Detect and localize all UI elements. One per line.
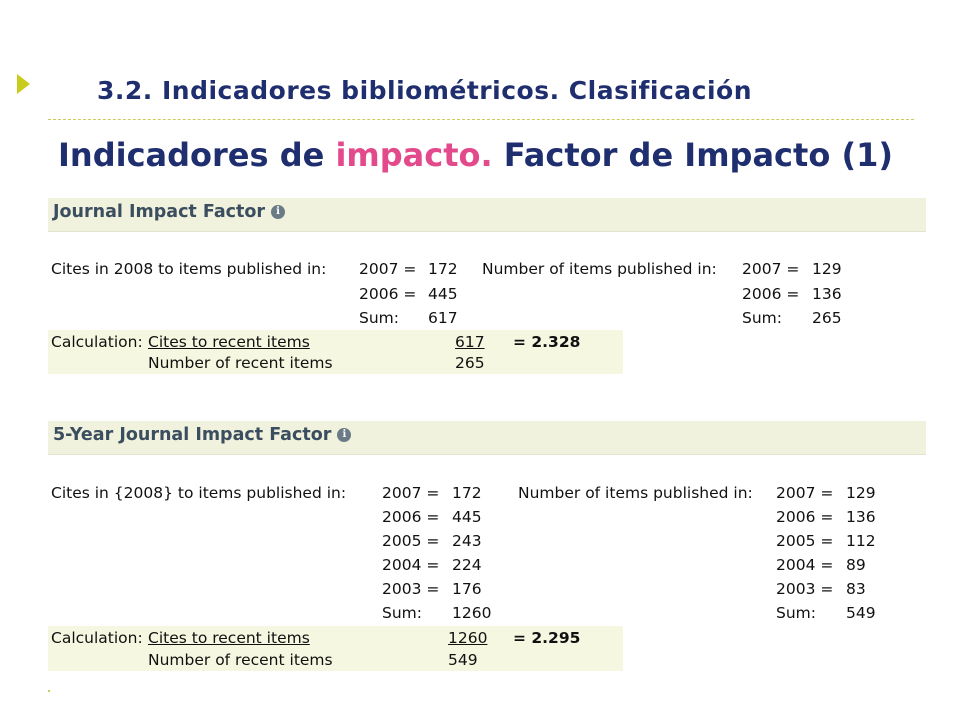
- info-icon[interactable]: i: [271, 205, 286, 219]
- jif-items-value: 129: [812, 260, 842, 278]
- jif5-numerator-label: Cites to recent items: [148, 629, 310, 647]
- jif5-items-sum-label: Sum:: [776, 604, 816, 622]
- jif5-cites-year: 2007 =: [382, 484, 440, 502]
- jif-result: = 2.328: [513, 333, 581, 351]
- jif5-items-year: 2007 =: [776, 484, 834, 502]
- jif5-items-year: 2006 =: [776, 508, 834, 526]
- jif-cites-sum: 617: [428, 309, 458, 327]
- jif-items-year: 2006 =: [742, 285, 800, 303]
- title-part2: Factor de Impacto (1): [492, 136, 893, 174]
- jif5-result: = 2.295: [513, 629, 581, 647]
- jif5-calc-label: Calculation:: [51, 629, 143, 647]
- jif5-cites-label: Cites in {2008} to items published in:: [51, 484, 347, 502]
- slide-title: Indicadores de impacto. Factor de Impact…: [58, 136, 893, 174]
- jif-calculation-box: [48, 330, 623, 374]
- jif5-cites-year: 2006 =: [382, 508, 440, 526]
- jif-numerator-link[interactable]: 617: [455, 333, 485, 351]
- jif-items-sum: 265: [812, 309, 842, 327]
- jif5-cites-sum-label: Sum:: [382, 604, 422, 622]
- jif5-panel-header: 5-Year Journal Impact Factor i: [48, 421, 926, 455]
- jif-items-year: 2007 =: [742, 260, 800, 278]
- jif-heading: Journal Impact Factor i: [53, 202, 286, 222]
- bullet-marker-icon: [17, 74, 30, 94]
- jif5-cites-value: 224: [452, 556, 482, 574]
- title-highlight: impacto.: [335, 136, 493, 174]
- jif5-items-year: 2004 =: [776, 556, 834, 574]
- jif5-items-value: 112: [846, 532, 876, 550]
- jif5-cites-sum: 1260: [452, 604, 492, 622]
- jif5-denominator: 549: [448, 651, 478, 669]
- jif-denominator: 265: [455, 354, 485, 372]
- jif-cites-value: 445: [428, 285, 458, 303]
- jif5-cites-year: 2005 =: [382, 532, 440, 550]
- jif-calc-label: Calculation:: [51, 333, 143, 351]
- footer-dot: [48, 690, 50, 692]
- title-part1: Indicadores de: [58, 136, 336, 174]
- jif-cites-label: Cites in 2008 to items published in:: [51, 260, 327, 278]
- jif5-calculation-box: [48, 626, 623, 671]
- jif-items-sum-label: Sum:: [742, 309, 782, 327]
- jif5-items-year: 2005 =: [776, 532, 834, 550]
- jif5-items-label: Number of items published in:: [518, 484, 753, 502]
- jif-cites-year: 2006 =: [359, 285, 417, 303]
- jif5-cites-value: 243: [452, 532, 482, 550]
- divider: [48, 119, 914, 120]
- jif-items-value: 136: [812, 285, 842, 303]
- jif-cites-value: 172: [428, 260, 458, 278]
- jif5-items-value: 89: [846, 556, 866, 574]
- jif-cites-year: 2007 =: [359, 260, 417, 278]
- jif5-cites-year: 2003 =: [382, 580, 440, 598]
- jif-denominator-label: Number of recent items: [148, 354, 333, 372]
- jif5-items-sum: 549: [846, 604, 876, 622]
- jif5-heading: 5-Year Journal Impact Factor i: [53, 425, 352, 445]
- jif5-numerator-link[interactable]: 1260: [448, 629, 488, 647]
- jif-numerator-label: Cites to recent items: [148, 333, 310, 351]
- jif5-cites-value: 176: [452, 580, 482, 598]
- jif5-cites-value: 445: [452, 508, 482, 526]
- jif5-items-value: 83: [846, 580, 866, 598]
- jif5-items-year: 2003 =: [776, 580, 834, 598]
- jif-cites-sum-label: Sum:: [359, 309, 399, 327]
- jif5-panel: 5-Year Journal Impact Factor i: [48, 421, 926, 671]
- jif5-cites-year: 2004 =: [382, 556, 440, 574]
- jif5-items-value: 136: [846, 508, 876, 526]
- jif-panel-header: Journal Impact Factor i: [48, 198, 926, 232]
- section-title: 3.2. Indicadores bibliométricos. Clasifi…: [97, 76, 753, 105]
- jif-panel: Journal Impact Factor i: [48, 198, 926, 378]
- info-icon[interactable]: i: [337, 428, 352, 442]
- jif5-items-value: 129: [846, 484, 876, 502]
- jif5-denominator-label: Number of recent items: [148, 651, 333, 669]
- jif5-cites-value: 172: [452, 484, 482, 502]
- jif-items-label: Number of items published in:: [482, 260, 717, 278]
